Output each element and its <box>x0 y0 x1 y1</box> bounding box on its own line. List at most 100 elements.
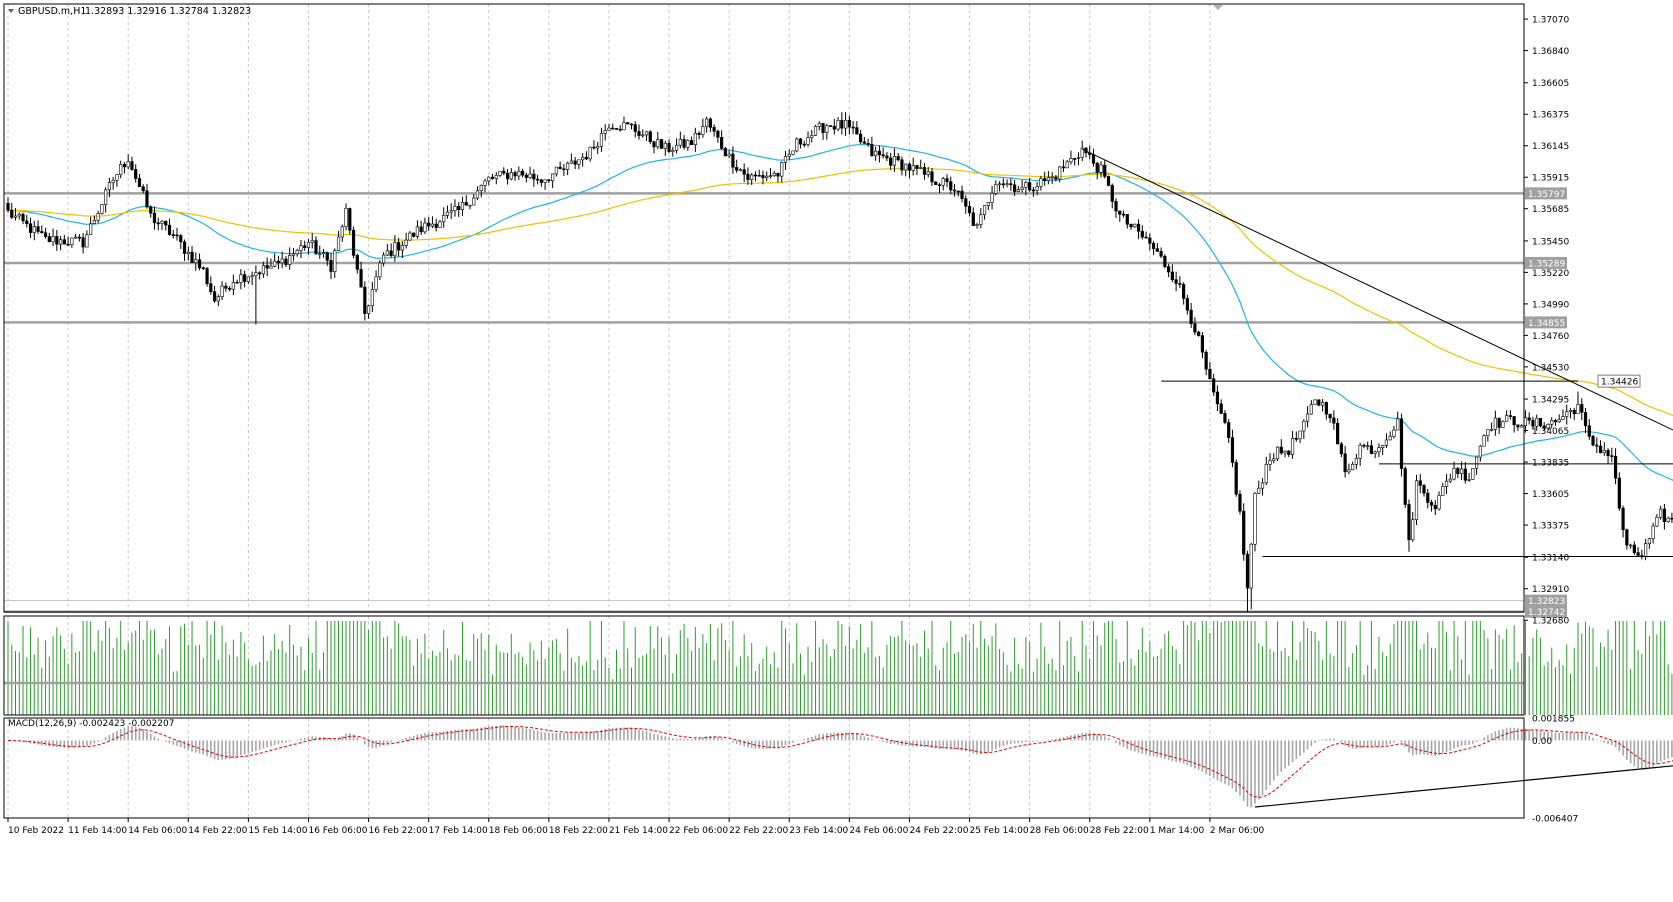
candle-body <box>644 131 649 136</box>
ma-fast-line <box>7 144 1673 481</box>
trendline[interactable] <box>1082 148 1673 513</box>
candle-body <box>1197 331 1201 336</box>
candle-body <box>1497 417 1501 428</box>
price-tick-label: 1.34760 <box>1532 332 1569 342</box>
candle-body <box>1565 411 1569 417</box>
candle-body <box>1024 182 1028 188</box>
candle-body <box>682 139 686 148</box>
time-tick-label: 15 Feb 14:00 <box>248 826 307 836</box>
candle-body <box>220 285 224 297</box>
volume-histogram <box>7 620 1673 715</box>
candle-body <box>1005 183 1009 185</box>
candle-body <box>1550 419 1554 425</box>
candle-body <box>430 223 435 227</box>
candle-body <box>1193 323 1197 333</box>
candle-body <box>1245 553 1250 589</box>
candle-body <box>51 236 55 243</box>
candle-body <box>1253 493 1257 545</box>
candle-body <box>1260 482 1265 489</box>
time-tick-label: 14 Feb 22:00 <box>188 826 247 836</box>
candle-body <box>502 170 506 174</box>
candle-body <box>656 139 660 148</box>
macd-divergence-line[interactable] <box>1254 762 1673 808</box>
scroll-marker-icon[interactable] <box>1213 5 1223 10</box>
candle-body <box>291 253 296 256</box>
candle-body <box>1538 417 1543 427</box>
level-price-tag <box>1525 316 1567 329</box>
candle-body <box>130 161 134 170</box>
candle-body <box>400 245 404 251</box>
current-price-label: 1.32823 <box>1528 597 1565 607</box>
time-tick-label: 16 Feb 22:00 <box>369 826 428 836</box>
candle-body <box>1505 415 1509 422</box>
candle-body <box>1572 409 1576 415</box>
candle-body <box>802 143 806 146</box>
candle-body <box>945 178 949 182</box>
candle-body <box>1366 445 1370 447</box>
candle-body <box>535 178 540 181</box>
candle-body <box>32 226 36 233</box>
candle-body <box>1091 154 1096 164</box>
candle-body <box>1208 368 1212 380</box>
candle-body <box>1020 187 1024 190</box>
time-tick-label: 22 Feb 06:00 <box>669 826 728 836</box>
candle-body <box>1628 544 1633 547</box>
candle-body <box>81 237 85 248</box>
candle-body <box>1159 251 1163 257</box>
candle-body <box>1377 447 1381 453</box>
chart-menu-triangle-icon[interactable] <box>8 9 14 13</box>
candle-body <box>1223 413 1227 423</box>
candle-body <box>1531 419 1535 427</box>
candle-body <box>182 241 187 254</box>
level-price-label: 1.34855 <box>1528 319 1565 329</box>
candle-body <box>708 118 712 128</box>
price-tick-label: 1.37070 <box>1532 16 1569 26</box>
candle-body <box>671 149 675 152</box>
candle-body <box>186 251 190 254</box>
candle-body <box>637 131 641 136</box>
time-tick-label: 24 Feb 06:00 <box>849 826 908 836</box>
candle-body <box>171 234 175 236</box>
candle-body <box>276 260 281 264</box>
candle-body <box>1411 519 1415 541</box>
candle-body <box>712 127 716 132</box>
candle-body <box>344 208 348 228</box>
candle-body <box>412 232 416 237</box>
candle-body <box>1013 184 1017 192</box>
candle-body <box>464 202 468 206</box>
time-tick-label: 25 Feb 14:00 <box>970 826 1029 836</box>
candle-body <box>314 240 318 255</box>
candle-body <box>753 174 758 177</box>
candle-body <box>776 172 780 177</box>
candle-body <box>1339 443 1343 455</box>
candle-body <box>952 189 957 192</box>
candle-body <box>648 131 652 143</box>
candle-body <box>795 138 799 152</box>
axes: 1.37070 1.36840 1.36605 1.36375 1.36145 1.359… <box>7 16 1578 836</box>
candle-body <box>363 286 367 314</box>
candle-body <box>768 175 773 177</box>
candle-body <box>1050 176 1054 179</box>
candle-body <box>340 226 344 238</box>
candle-body <box>498 170 502 176</box>
candle-body <box>1523 417 1528 427</box>
candle-body <box>1054 176 1058 180</box>
candle-body <box>419 226 423 233</box>
candle-body <box>1279 446 1283 454</box>
candle-body <box>750 174 754 180</box>
candle-body <box>1028 182 1032 191</box>
panel-frames <box>3 3 1525 819</box>
candle-body <box>1426 492 1430 503</box>
candle-body <box>1617 477 1621 509</box>
candle-body <box>1644 543 1648 558</box>
candle-body <box>806 137 810 145</box>
candle-body <box>547 179 551 182</box>
candle-body <box>17 213 21 217</box>
candle-body <box>261 265 266 275</box>
candle-body <box>460 202 465 210</box>
candle-body <box>693 132 697 146</box>
